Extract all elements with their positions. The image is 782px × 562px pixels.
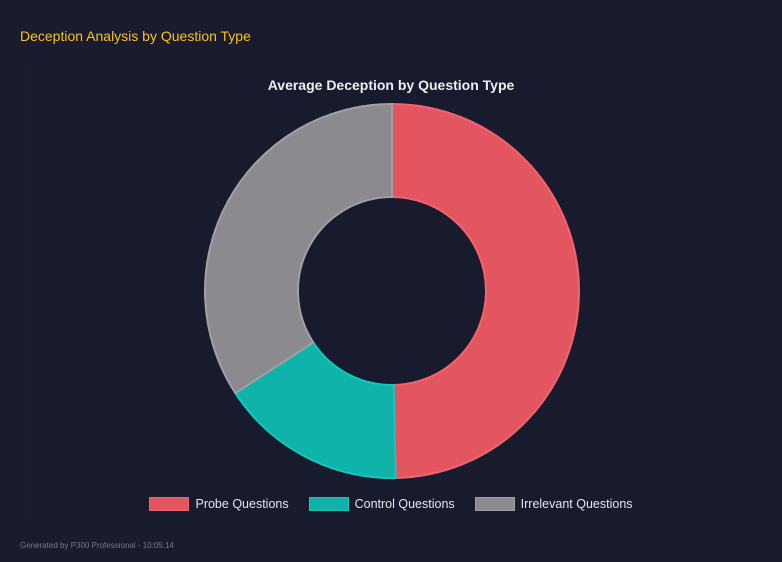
legend-item-control[interactable]: Control Questions [308, 497, 455, 511]
slice-probe-questions[interactable] [391, 102, 581, 479]
legend-swatch [149, 497, 190, 511]
slice-irrelevant-questions[interactable] [204, 102, 393, 395]
chart-title: Average Deception by Question Type [267, 77, 515, 93]
legend-item-probe[interactable]: Probe Questions [149, 497, 289, 511]
legend-item-irrelevant[interactable]: Irrelevant Questions [474, 497, 633, 511]
chart-legend: Probe Questions Control Questions Irrele… [0, 497, 782, 511]
footer-text: Generated by P300 Professional - 10:05:1… [20, 541, 174, 550]
legend-swatch [308, 497, 349, 511]
legend-label: Control Questions [354, 497, 455, 511]
page-header-title: Deception Analysis by Question Type [20, 28, 251, 44]
legend-label: Probe Questions [195, 497, 289, 511]
legend-swatch [474, 497, 515, 511]
legend-label: Irrelevant Questions [520, 497, 633, 511]
slice-control-questions[interactable] [233, 340, 397, 479]
